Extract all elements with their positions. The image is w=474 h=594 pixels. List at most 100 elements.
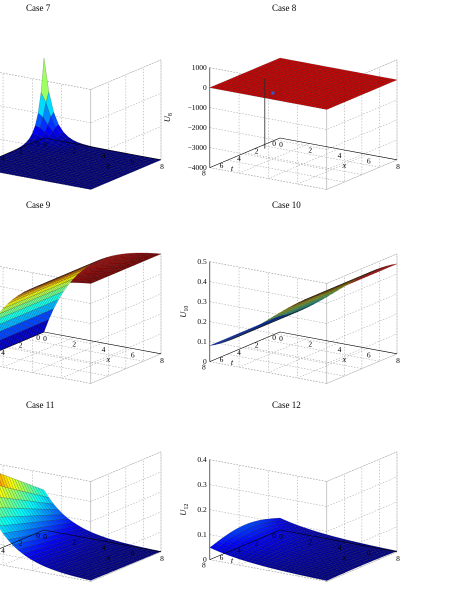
z-tick-label: −2000 (188, 123, 207, 132)
surface-patch (389, 263, 398, 267)
z-tick-label: −3000 (188, 143, 207, 152)
surface-patch (388, 78, 398, 82)
t-tick-label: 8 (202, 169, 206, 178)
grid-line (0, 126, 162, 157)
panel-3: Case 90.50.60.70.80.910246802468xtU9 (0, 200, 164, 384)
x-tick-label: 0 (279, 140, 283, 149)
z-tick-label: 0 (203, 83, 207, 92)
x-tick-label: 8 (160, 554, 164, 563)
grid-line (209, 501, 398, 532)
panel-title: Case 7 (26, 3, 51, 13)
grid-line (0, 92, 162, 124)
t-axis (0, 137, 45, 157)
grid-line (238, 73, 310, 174)
surface (209, 57, 398, 110)
z-axis-label-sub: 10 (184, 306, 190, 312)
x-tick-label: 8 (160, 356, 164, 365)
x-axis (43, 331, 162, 355)
surface (0, 252, 162, 351)
grid-line (209, 99, 398, 130)
panel-title: Case 10 (272, 200, 301, 210)
z-tick-label: 0.1 (197, 530, 207, 539)
z-tick-label: 0 (203, 555, 207, 564)
x-tick-label: 4 (102, 543, 106, 552)
x-tick-label: 8 (396, 356, 400, 365)
grid-line (0, 59, 162, 90)
t-axis (209, 331, 281, 362)
t-tick-label: 2 (255, 146, 259, 155)
t-tick-label: 2 (255, 340, 259, 349)
x-tick-label: 2 (72, 537, 76, 546)
grid-line (244, 74, 363, 175)
surface-patch (153, 253, 162, 256)
grid-line (209, 333, 398, 364)
x-tick-label: 6 (367, 548, 371, 557)
t-axis-label: t (231, 555, 234, 565)
x-tick-label: 4 (102, 345, 106, 354)
z-tick-label: −1000 (188, 103, 207, 112)
t-tick-label: 0 (36, 139, 40, 148)
grid-line (0, 451, 162, 482)
grid-line (26, 261, 144, 362)
grid-line (238, 267, 310, 368)
grid-line (209, 481, 328, 582)
x-tick-label: 6 (367, 350, 371, 359)
x-axis-label: x (342, 160, 347, 170)
t-tick-label: 6 (220, 553, 224, 562)
t-axis (0, 331, 45, 351)
t-tick-label: 4 (1, 348, 5, 357)
x-tick-label: 6 (131, 548, 135, 557)
t-tick-label: 4 (1, 154, 5, 163)
grid-line (209, 273, 398, 304)
x-tick-label: 8 (396, 554, 400, 563)
x-axis (279, 529, 398, 553)
z-tick-label: −4000 (188, 163, 207, 172)
x-tick-label: 0 (43, 334, 47, 343)
t-tick-label: 0 (36, 531, 40, 540)
t-tick-label: 8 (202, 363, 206, 372)
z-tick-label: 0.3 (197, 480, 207, 489)
x-tick-label: 4 (338, 151, 342, 160)
x-tick-label: 0 (279, 532, 283, 541)
panel-title: Case 8 (272, 3, 297, 13)
grid-line (262, 261, 380, 362)
t-tick-label: 0 (36, 333, 40, 342)
t-tick-label: 4 (1, 546, 5, 555)
t-axis (0, 529, 45, 549)
x-tick-label: 2 (308, 145, 312, 154)
z-axis-label-sub: 12 (184, 504, 190, 510)
grid-line (0, 273, 162, 304)
t-tick-label: 2 (19, 340, 23, 349)
z-tick-label: 0.5 (197, 257, 207, 266)
grid-line (209, 313, 398, 344)
panel-1: Case 711.522.50246802468xtU7 (0, 3, 164, 190)
x-tick-label: 4 (338, 345, 342, 354)
x-axis (279, 137, 398, 161)
grid-line (209, 253, 398, 284)
x-axis (43, 529, 162, 553)
z-tick-label: 0.2 (197, 505, 207, 514)
z-axis-label: U10 (178, 306, 190, 318)
x-axis-label: x (106, 552, 111, 562)
grid-line (268, 78, 339, 179)
x-tick-label: 6 (131, 156, 135, 165)
t-tick-label: 0 (272, 333, 276, 342)
grid-line (8, 268, 127, 369)
z-tick-label: 1000 (192, 63, 207, 72)
grid-line (2, 267, 74, 368)
grid-line (209, 476, 398, 507)
grid-line (0, 353, 162, 384)
grid-line (297, 84, 368, 185)
grid-line (0, 333, 162, 364)
grid-line (0, 276, 109, 377)
grid-line (209, 293, 398, 324)
t-tick-label: 8 (202, 561, 206, 570)
z-tick-label: 0 (203, 357, 207, 366)
grid-line (0, 474, 109, 575)
panel-2: Case 8 −4000 −3000 −2000 −1000 0 1000 0 2 4 6 8 0 2 4 6… (162, 3, 400, 190)
surface-spike-marker (271, 91, 275, 95)
box-edge (326, 253, 398, 284)
x-tick-label: 0 (279, 334, 283, 343)
